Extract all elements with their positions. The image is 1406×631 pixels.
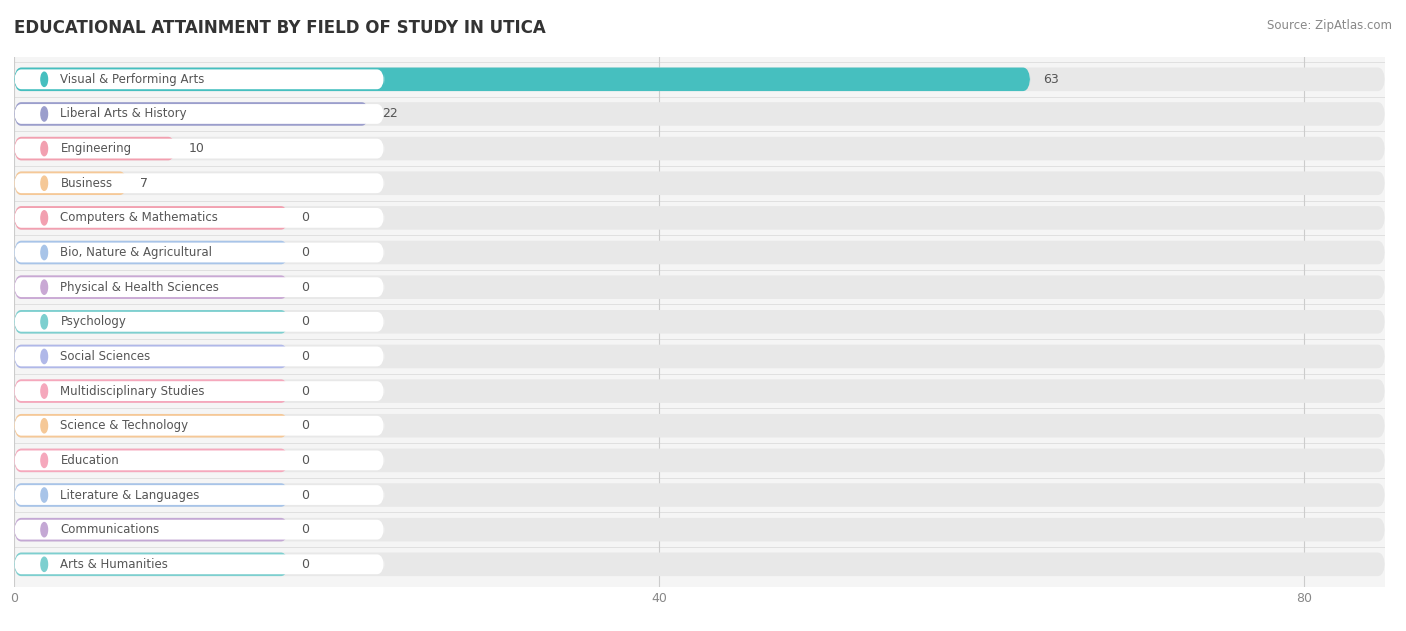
Text: Business: Business [60, 177, 112, 190]
Circle shape [41, 418, 48, 433]
Text: 0: 0 [301, 488, 309, 502]
FancyBboxPatch shape [14, 416, 384, 435]
FancyBboxPatch shape [14, 172, 127, 195]
Text: Source: ZipAtlas.com: Source: ZipAtlas.com [1267, 19, 1392, 32]
Circle shape [41, 350, 48, 363]
Circle shape [41, 107, 48, 121]
Text: Psychology: Psychology [60, 316, 127, 328]
Text: Education: Education [60, 454, 120, 467]
FancyBboxPatch shape [14, 69, 384, 89]
FancyBboxPatch shape [14, 243, 384, 262]
Circle shape [41, 453, 48, 468]
Text: 0: 0 [301, 350, 309, 363]
Circle shape [41, 557, 48, 572]
Text: 0: 0 [301, 419, 309, 432]
FancyBboxPatch shape [14, 485, 384, 505]
Text: 0: 0 [301, 558, 309, 571]
FancyBboxPatch shape [14, 137, 176, 160]
Circle shape [41, 141, 48, 156]
Circle shape [41, 72, 48, 86]
FancyBboxPatch shape [14, 555, 384, 574]
Text: 10: 10 [188, 142, 204, 155]
FancyBboxPatch shape [14, 102, 368, 126]
Circle shape [41, 315, 48, 329]
FancyBboxPatch shape [14, 518, 288, 541]
FancyBboxPatch shape [14, 345, 1385, 369]
Text: Literature & Languages: Literature & Languages [60, 488, 200, 502]
FancyBboxPatch shape [14, 414, 288, 437]
FancyBboxPatch shape [14, 68, 1385, 91]
Text: Communications: Communications [60, 523, 160, 536]
FancyBboxPatch shape [14, 518, 1385, 541]
FancyBboxPatch shape [14, 172, 1385, 195]
FancyBboxPatch shape [14, 139, 384, 158]
Text: 0: 0 [301, 523, 309, 536]
Text: 0: 0 [301, 211, 309, 225]
FancyBboxPatch shape [14, 449, 288, 472]
FancyBboxPatch shape [14, 102, 1385, 126]
FancyBboxPatch shape [14, 174, 384, 193]
Text: Multidisciplinary Studies: Multidisciplinary Studies [60, 385, 205, 398]
Circle shape [41, 211, 48, 225]
FancyBboxPatch shape [14, 379, 1385, 403]
FancyBboxPatch shape [14, 241, 288, 264]
FancyBboxPatch shape [14, 275, 288, 299]
Text: Computers & Mathematics: Computers & Mathematics [60, 211, 218, 225]
Circle shape [41, 384, 48, 398]
Text: Science & Technology: Science & Technology [60, 419, 188, 432]
Text: Engineering: Engineering [60, 142, 132, 155]
Circle shape [41, 280, 48, 294]
FancyBboxPatch shape [14, 310, 1385, 334]
FancyBboxPatch shape [14, 483, 288, 507]
FancyBboxPatch shape [14, 483, 1385, 507]
FancyBboxPatch shape [14, 553, 288, 576]
FancyBboxPatch shape [14, 208, 384, 228]
FancyBboxPatch shape [14, 553, 1385, 576]
Circle shape [41, 176, 48, 191]
FancyBboxPatch shape [14, 277, 384, 297]
Text: Liberal Arts & History: Liberal Arts & History [60, 107, 187, 121]
FancyBboxPatch shape [14, 345, 288, 369]
FancyBboxPatch shape [14, 206, 1385, 230]
Text: 7: 7 [139, 177, 148, 190]
Text: Arts & Humanities: Arts & Humanities [60, 558, 169, 571]
Text: Social Sciences: Social Sciences [60, 350, 150, 363]
Text: Physical & Health Sciences: Physical & Health Sciences [60, 281, 219, 293]
Circle shape [41, 488, 48, 502]
Text: 0: 0 [301, 454, 309, 467]
Text: 22: 22 [382, 107, 398, 121]
FancyBboxPatch shape [14, 346, 384, 367]
FancyBboxPatch shape [14, 381, 384, 401]
FancyBboxPatch shape [14, 68, 1031, 91]
FancyBboxPatch shape [14, 520, 384, 540]
Text: Visual & Performing Arts: Visual & Performing Arts [60, 73, 205, 86]
FancyBboxPatch shape [14, 275, 1385, 299]
FancyBboxPatch shape [14, 379, 288, 403]
Text: 0: 0 [301, 385, 309, 398]
FancyBboxPatch shape [14, 310, 288, 334]
Circle shape [41, 245, 48, 259]
FancyBboxPatch shape [14, 206, 288, 230]
FancyBboxPatch shape [14, 241, 1385, 264]
FancyBboxPatch shape [14, 104, 384, 124]
FancyBboxPatch shape [14, 451, 384, 470]
Text: 0: 0 [301, 246, 309, 259]
Text: 0: 0 [301, 316, 309, 328]
Text: 63: 63 [1043, 73, 1059, 86]
FancyBboxPatch shape [14, 312, 384, 332]
Text: Bio, Nature & Agricultural: Bio, Nature & Agricultural [60, 246, 212, 259]
FancyBboxPatch shape [14, 137, 1385, 160]
FancyBboxPatch shape [14, 414, 1385, 437]
Text: EDUCATIONAL ATTAINMENT BY FIELD OF STUDY IN UTICA: EDUCATIONAL ATTAINMENT BY FIELD OF STUDY… [14, 19, 546, 37]
Circle shape [41, 522, 48, 537]
Text: 0: 0 [301, 281, 309, 293]
FancyBboxPatch shape [14, 449, 1385, 472]
